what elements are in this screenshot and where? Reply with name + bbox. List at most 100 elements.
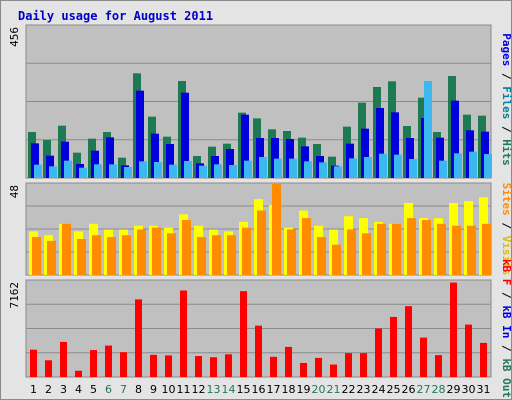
bar-sites-day-8: [137, 229, 146, 275]
x-tick-day-21: 21: [327, 383, 341, 396]
bar-pages-day-23: [364, 157, 372, 178]
bar-files-day-24: [376, 108, 384, 178]
bar-sites-day-23: [362, 233, 371, 275]
right-label-part: /: [500, 119, 512, 139]
right-label-mid: Sites / Visits: [500, 183, 512, 276]
x-tick-day-28: 28: [432, 383, 446, 396]
x-tick-day-22: 22: [342, 383, 356, 396]
bar-sites-day-31: [482, 223, 491, 275]
bar-sites-day-19: [302, 218, 311, 275]
right-label-top: Pages / Files / Hits: [500, 33, 512, 166]
bar-kbf-day-10: [165, 355, 172, 377]
bar-sites-day-7: [122, 235, 131, 275]
bar-files-day-10: [166, 144, 174, 178]
right-label-part: kB F: [500, 259, 512, 286]
bar-files-day-1: [31, 143, 39, 178]
bar-pages-day-29: [454, 153, 462, 178]
bar-pages-day-7: [124, 167, 132, 178]
bar-sites-day-30: [467, 225, 476, 275]
bar-sites-day-13: [212, 235, 221, 275]
right-label-part: kB In: [500, 305, 512, 338]
bar-files-day-29: [451, 100, 459, 178]
bar-pages-day-8: [139, 161, 147, 178]
bar-pages-day-14: [229, 165, 237, 178]
bar-kbf-day-25: [390, 316, 397, 377]
bar-pages-day-22: [349, 158, 357, 178]
bar-kbf-day-12: [195, 356, 202, 377]
bar-files-day-11: [181, 92, 189, 178]
x-tick-day-3: 3: [60, 383, 67, 396]
bar-pages-day-12: [199, 165, 207, 178]
bar-pages-day-21: [334, 166, 342, 178]
bar-sites-day-5: [92, 235, 101, 275]
bar-files-day-9: [151, 133, 159, 178]
bar-files-day-26: [406, 138, 414, 178]
bar-sites-day-22: [347, 229, 356, 275]
bar-kbf-day-28: [435, 355, 442, 377]
bar-pages-day-27: [424, 81, 432, 178]
right-label-part: kB Out: [500, 358, 512, 398]
bar-kbf-day-7: [120, 352, 127, 377]
bar-pages-day-15: [244, 160, 252, 178]
right-label-part: Pages: [500, 33, 512, 66]
x-tick-day-29: 29: [447, 383, 461, 396]
x-tick-day-25: 25: [387, 383, 401, 396]
x-tick-day-15: 15: [237, 383, 251, 396]
bar-files-day-14: [226, 149, 234, 178]
bar-pages-day-3: [64, 160, 72, 178]
bar-kbf-day-24: [375, 328, 382, 377]
bar-sites-day-16: [257, 210, 266, 275]
x-tick-day-12: 12: [192, 383, 206, 396]
x-tick-day-26: 26: [402, 383, 416, 396]
bar-sites-day-14: [227, 235, 236, 275]
x-tick-day-6: 6: [105, 383, 112, 396]
bar-pages-day-16: [259, 157, 267, 178]
bar-pages-day-31: [484, 154, 492, 178]
bar-kbf-day-21: [330, 364, 337, 377]
x-tick-day-31: 31: [477, 383, 491, 396]
x-tick-day-4: 4: [75, 383, 82, 396]
bar-pages-day-19: [304, 161, 312, 178]
bar-pages-day-18: [289, 158, 297, 178]
x-tick-day-23: 23: [357, 383, 371, 396]
bar-sites-day-27: [422, 220, 431, 275]
bar-kbf-day-16: [255, 325, 262, 377]
bar-kbf-day-22: [345, 353, 352, 377]
bar-sites-day-18: [287, 229, 296, 275]
bar-kbf-day-14: [225, 354, 232, 377]
right-label-part: /: [500, 66, 512, 86]
bar-files-day-18: [286, 139, 294, 178]
bar-pages-day-17: [274, 158, 282, 178]
x-tick-day-11: 11: [177, 383, 191, 396]
x-tick-day-19: 19: [297, 383, 311, 396]
bar-pages-day-6: [109, 164, 117, 178]
bar-pages-day-24: [379, 153, 387, 178]
x-tick-day-14: 14: [222, 383, 236, 396]
x-tick-day-9: 9: [150, 383, 157, 396]
panel-2-ymax-label: 48: [8, 185, 21, 198]
x-tick-day-8: 8: [135, 383, 142, 396]
bar-pages-day-10: [169, 164, 177, 178]
bar-kbf-day-2: [45, 360, 52, 377]
bar-files-day-25: [391, 112, 399, 178]
bar-kbf-day-5: [90, 350, 97, 377]
bar-kbf-day-20: [315, 357, 322, 377]
x-tick-day-30: 30: [462, 383, 476, 396]
bar-kbf-day-3: [60, 341, 67, 377]
bar-sites-day-2: [47, 240, 56, 275]
bar-pages-day-4: [79, 167, 87, 178]
right-label-bottom: kB F / kB In / kB Out: [500, 259, 512, 398]
right-label-part: Hits: [500, 139, 512, 166]
bar-kbf-day-6: [105, 345, 112, 377]
bar-kbf-day-19: [300, 362, 307, 377]
bar-sites-day-11: [182, 220, 191, 275]
bar-kbf-day-31: [480, 342, 487, 377]
bar-kbf-day-18: [285, 346, 292, 377]
bar-pages-day-28: [439, 160, 447, 178]
bar-files-day-3: [61, 141, 69, 178]
panel-3-ymax-label: 7162: [8, 282, 21, 309]
bar-pages-day-5: [94, 164, 102, 178]
x-tick-day-13: 13: [207, 383, 221, 396]
x-tick-day-20: 20: [312, 383, 326, 396]
